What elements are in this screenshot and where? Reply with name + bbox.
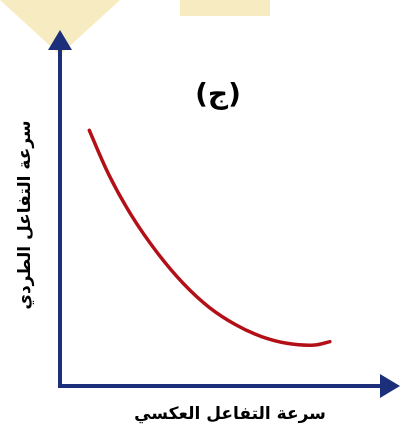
y-axis-label: سرعة التفاعل الطردي [15,120,35,309]
series-curve [87,128,332,347]
panel-label: (ج) [195,77,241,111]
x-axis-label: سرعة التفاعل العكسي [134,404,326,424]
axes [48,30,400,398]
x-axis-arrowhead [380,374,400,398]
watermark [0,0,270,55]
y-axis-arrowhead [48,30,72,50]
